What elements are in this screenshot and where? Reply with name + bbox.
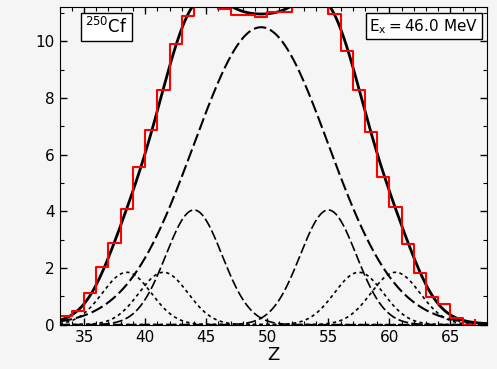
Text: $^{250}$Cf: $^{250}$Cf [85,17,128,37]
Text: $\mathrm{E_x = 46.0\ MeV}$: $\mathrm{E_x = 46.0\ MeV}$ [369,17,479,35]
X-axis label: Z: Z [267,346,279,364]
